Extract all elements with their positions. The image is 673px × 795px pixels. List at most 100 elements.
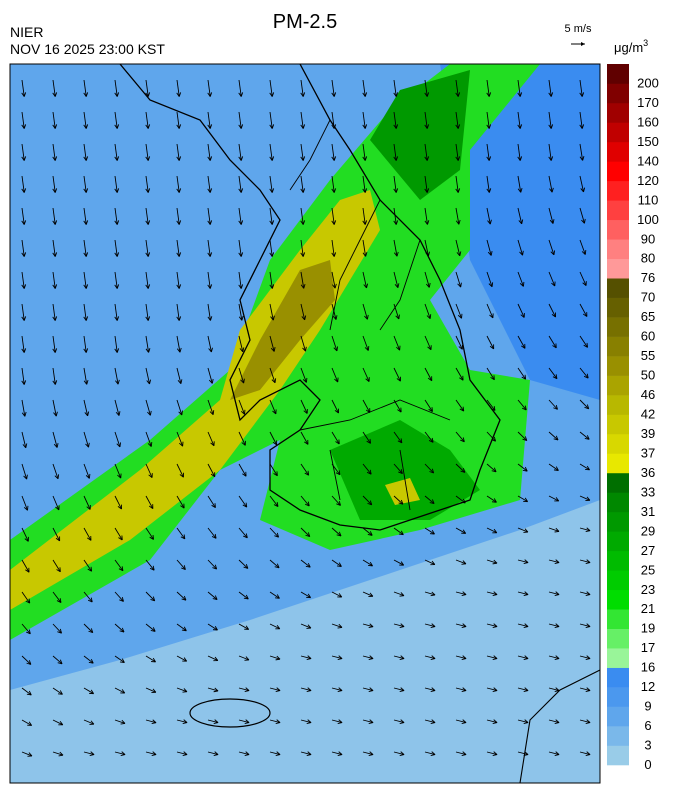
wind-arrow (114, 751, 126, 755)
wind-arrow-head (52, 348, 58, 353)
wind-arrow (52, 271, 56, 289)
wind-arrow-head (27, 752, 33, 757)
wind-arrow (424, 399, 433, 412)
wind-arrow (300, 79, 304, 97)
wind-arrow (331, 527, 342, 537)
wind-arrow (145, 303, 149, 321)
colorbar-label: 70 (641, 290, 655, 305)
wind-arrow (517, 143, 521, 161)
wind-arrow-head (120, 719, 126, 725)
wind-arrow-head (548, 156, 554, 161)
wind-arrow-head (301, 315, 307, 321)
wind-arrow-head (269, 284, 275, 289)
wind-arrow-head (332, 283, 337, 289)
wind-arrow (362, 463, 372, 475)
wind-arrow-head (486, 156, 492, 161)
wind-arrow (21, 751, 33, 757)
wind-arrow-head (523, 591, 529, 596)
wind-arrow-head (52, 92, 58, 97)
wind-arrow (21, 335, 25, 353)
wind-arrow-head (210, 472, 216, 478)
wind-arrow (548, 719, 560, 723)
wind-arrow (114, 623, 125, 633)
wind-arrow (331, 143, 335, 161)
wind-arrow-head (486, 92, 492, 97)
wind-arrow (207, 271, 211, 289)
wind-arrow (331, 303, 337, 320)
wind-arrow (207, 559, 217, 570)
wind-arrow (114, 79, 118, 97)
wind-arrow (486, 719, 498, 723)
wind-arrow (455, 591, 467, 595)
unit: μg/m3 (614, 38, 648, 55)
wind-arrow (145, 527, 154, 540)
wind-arrow (455, 143, 459, 161)
wind-arrow-head (523, 687, 529, 692)
wind-arrow-head (461, 560, 467, 565)
wind-arrow (207, 591, 218, 600)
wind-arrow (145, 623, 156, 632)
wind-arrow-head (208, 347, 213, 353)
wind-arrow-head (56, 598, 62, 603)
colorbar-bin (607, 161, 629, 182)
wind-arrow-head (461, 623, 467, 628)
wind-arrow (83, 143, 87, 161)
wind-arrow (145, 111, 149, 129)
colorbar-label: 46 (641, 387, 655, 402)
wind-arrow-head (21, 284, 27, 289)
wind-arrow-head (554, 655, 560, 660)
wind-arrow-head (393, 156, 399, 161)
wind-arrow-head (21, 156, 27, 161)
wind-arrow-head (552, 374, 558, 380)
wind-arrow (207, 367, 213, 384)
wind-arrow (548, 591, 560, 595)
wind-arrow-head (427, 345, 432, 351)
colorbar-label: 19 (641, 621, 655, 636)
wind-arrow-head (553, 404, 558, 410)
wind-arrow-head (21, 411, 27, 417)
wind-arrow (362, 591, 374, 597)
wind-arrow-head (148, 473, 153, 478)
wind-arrow (362, 271, 367, 289)
wind-arrow-head (331, 124, 337, 129)
wind-arrow (424, 719, 436, 723)
wind-arrow (362, 303, 368, 320)
wind-arrow-head (300, 220, 306, 225)
wind-arrow-head (275, 624, 281, 630)
wind-arrow-head (459, 375, 464, 381)
wind-arrow (207, 303, 211, 321)
wind-arrow-head (306, 719, 312, 724)
wind-arrow-head (238, 92, 244, 97)
wind-arrow (424, 207, 428, 225)
wind-arrow (238, 623, 249, 630)
wind-arrow (548, 431, 559, 441)
wind-arrow-head (517, 124, 523, 129)
wind-arrow (362, 143, 366, 161)
wind-arrow (579, 463, 590, 471)
wind-arrow-head (304, 470, 310, 476)
wind-arrow (362, 559, 373, 567)
wind-arrow-head (492, 687, 498, 692)
wind-arrow (300, 463, 310, 476)
wind-arrow-head (238, 315, 244, 321)
wind-arrow-head (456, 251, 462, 257)
wind-arrow (455, 495, 466, 504)
wind-arrow-head (176, 284, 182, 289)
wind-arrow (486, 335, 495, 350)
wind-arrow-head (517, 156, 523, 161)
wind-arrow (176, 335, 181, 353)
wind-arrow (517, 303, 525, 318)
wind-arrow (579, 239, 586, 255)
wind-arrow-head (585, 655, 591, 660)
wind-arrow-head (300, 156, 306, 161)
wind-arrow (579, 719, 591, 723)
wind-arrow (21, 271, 25, 289)
wind-arrow-head (22, 443, 28, 449)
wind-arrow-head (58, 720, 64, 726)
wind-arrow-head (244, 719, 250, 724)
wind-arrow (455, 303, 462, 319)
wind-arrow (238, 431, 246, 446)
wind-arrow (331, 623, 343, 628)
wind-arrow (114, 591, 124, 602)
wind-arrow-head (21, 220, 27, 225)
